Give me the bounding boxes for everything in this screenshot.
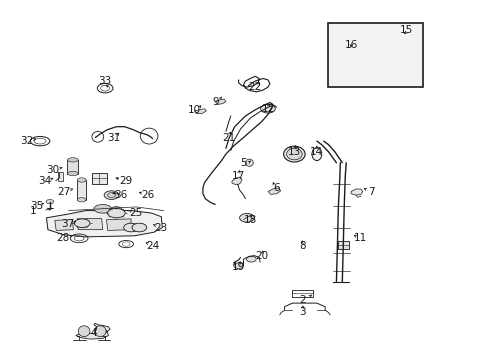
- Text: 1: 1: [30, 206, 37, 216]
- Text: 17: 17: [231, 171, 245, 181]
- Text: 9: 9: [212, 96, 219, 107]
- Text: 23: 23: [153, 222, 167, 233]
- Ellipse shape: [286, 148, 302, 160]
- Ellipse shape: [360, 56, 372, 65]
- Text: 8: 8: [298, 240, 305, 251]
- Polygon shape: [231, 177, 242, 184]
- Text: 3: 3: [298, 307, 305, 318]
- Text: 2: 2: [298, 294, 305, 305]
- Ellipse shape: [123, 223, 138, 232]
- Text: 5: 5: [240, 158, 246, 168]
- Text: 37: 37: [61, 219, 74, 229]
- Polygon shape: [76, 323, 110, 339]
- Ellipse shape: [311, 148, 321, 161]
- Ellipse shape: [104, 191, 119, 199]
- Ellipse shape: [283, 146, 305, 162]
- Ellipse shape: [239, 213, 254, 222]
- Text: 13: 13: [287, 147, 301, 157]
- Text: 7: 7: [367, 186, 374, 197]
- Text: 31: 31: [106, 132, 120, 143]
- Ellipse shape: [77, 198, 86, 202]
- Ellipse shape: [94, 204, 111, 213]
- Ellipse shape: [334, 53, 349, 64]
- Bar: [77, 180, 86, 200]
- Bar: [67, 160, 78, 174]
- Ellipse shape: [107, 193, 115, 198]
- Polygon shape: [106, 219, 131, 230]
- Text: 30: 30: [46, 165, 59, 175]
- Text: 4: 4: [90, 328, 97, 338]
- Ellipse shape: [233, 263, 243, 269]
- Text: 19: 19: [231, 262, 245, 272]
- Ellipse shape: [67, 171, 78, 176]
- Text: 27: 27: [57, 186, 70, 197]
- Ellipse shape: [46, 199, 54, 204]
- Bar: [92, 173, 106, 184]
- Text: 34: 34: [38, 176, 52, 186]
- Text: 16: 16: [344, 40, 357, 50]
- Bar: [327, 23, 422, 87]
- Text: 36: 36: [114, 190, 128, 200]
- Ellipse shape: [94, 326, 106, 337]
- Text: 21: 21: [222, 132, 235, 143]
- Polygon shape: [215, 99, 225, 104]
- Ellipse shape: [110, 207, 122, 214]
- Ellipse shape: [357, 54, 375, 67]
- Polygon shape: [267, 188, 280, 194]
- Text: 20: 20: [255, 251, 267, 261]
- Text: 11: 11: [353, 233, 367, 243]
- Text: 22: 22: [248, 82, 262, 92]
- Text: 24: 24: [145, 240, 159, 251]
- Polygon shape: [46, 211, 162, 237]
- Polygon shape: [350, 189, 362, 195]
- Ellipse shape: [132, 223, 146, 232]
- Ellipse shape: [260, 104, 275, 113]
- Ellipse shape: [77, 178, 86, 182]
- Polygon shape: [55, 220, 73, 230]
- Text: 15: 15: [399, 24, 413, 35]
- Ellipse shape: [67, 158, 78, 162]
- Polygon shape: [194, 109, 206, 114]
- Ellipse shape: [74, 219, 90, 228]
- Ellipse shape: [246, 256, 256, 262]
- Text: 14: 14: [309, 147, 323, 157]
- Ellipse shape: [78, 326, 90, 337]
- Text: 35: 35: [30, 201, 43, 211]
- Ellipse shape: [107, 208, 125, 218]
- Text: 10: 10: [188, 105, 201, 115]
- Text: 18: 18: [243, 215, 257, 225]
- Polygon shape: [77, 219, 102, 230]
- Text: 29: 29: [119, 176, 133, 186]
- Text: 32: 32: [20, 136, 34, 146]
- Text: 12: 12: [261, 104, 274, 114]
- Text: 25: 25: [129, 208, 142, 218]
- Text: 28: 28: [56, 233, 69, 243]
- Bar: [338, 241, 348, 249]
- Ellipse shape: [245, 159, 253, 166]
- Text: 26: 26: [141, 190, 154, 200]
- Text: 6: 6: [272, 183, 279, 193]
- Bar: [58, 172, 62, 181]
- Ellipse shape: [329, 49, 354, 67]
- Text: 33: 33: [98, 76, 112, 86]
